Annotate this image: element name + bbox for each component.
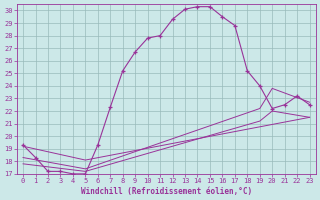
X-axis label: Windchill (Refroidissement éolien,°C): Windchill (Refroidissement éolien,°C) (81, 187, 252, 196)
